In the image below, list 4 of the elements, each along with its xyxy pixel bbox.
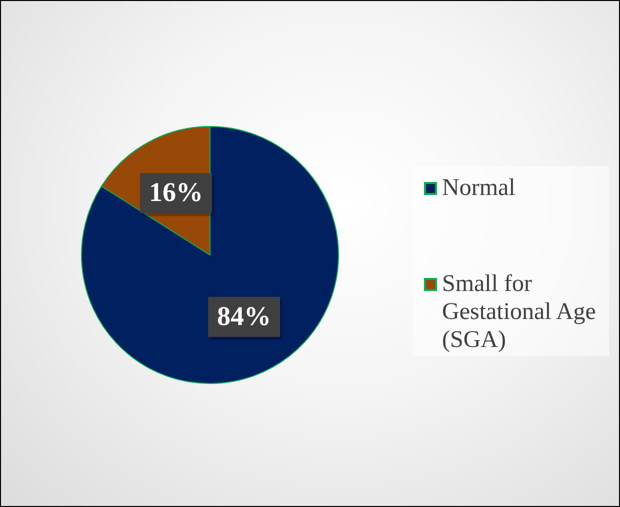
legend-label: Small for Gestational Age (SGA) [442, 270, 597, 354]
legend-label: Normal [442, 174, 516, 202]
data-label: 16% [148, 177, 203, 208]
data-label: 84% [217, 300, 272, 331]
